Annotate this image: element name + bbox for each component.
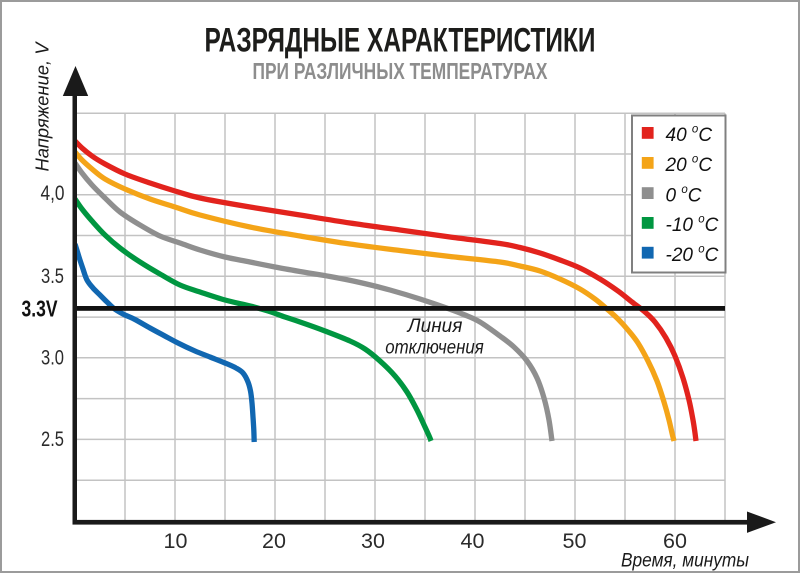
svg-text:-10 oC: -10 oC (666, 214, 719, 237)
svg-text:50: 50 (563, 529, 587, 553)
svg-text:3.5: 3.5 (41, 265, 64, 288)
svg-text:ПРИ РАЗЛИЧНЫХ ТЕМПЕРАТУРАХ: ПРИ РАЗЛИЧНЫХ ТЕМПЕРАТУРАХ (253, 58, 548, 84)
svg-text:20 oC: 20 oC (665, 154, 713, 177)
svg-text:0 oC: 0 oC (666, 184, 702, 207)
svg-text:3.0: 3.0 (41, 347, 64, 370)
svg-text:РАЗРЯДНЫЕ ХАРАКТЕРИСТИКИ: РАЗРЯДНЫЕ ХАРАКТЕРИСТИКИ (205, 22, 596, 60)
svg-text:Напряжение, V: Напряжение, V (32, 41, 53, 172)
svg-text:40: 40 (461, 529, 485, 553)
svg-text:-20 oC: -20 oC (666, 244, 719, 267)
svg-text:10: 10 (164, 529, 188, 553)
svg-text:3.3V: 3.3V (22, 296, 58, 322)
svg-text:отключения: отключения (385, 338, 484, 359)
svg-text:4,0: 4,0 (41, 182, 65, 205)
svg-text:20: 20 (262, 529, 286, 553)
svg-text:2.5: 2.5 (41, 428, 64, 451)
svg-text:60: 60 (663, 529, 687, 553)
svg-text:40 oC: 40 oC (666, 124, 713, 147)
svg-text:Линия: Линия (406, 316, 463, 337)
svg-text:30: 30 (361, 529, 385, 553)
svg-text:Время, минуты: Время, минуты (621, 551, 749, 572)
